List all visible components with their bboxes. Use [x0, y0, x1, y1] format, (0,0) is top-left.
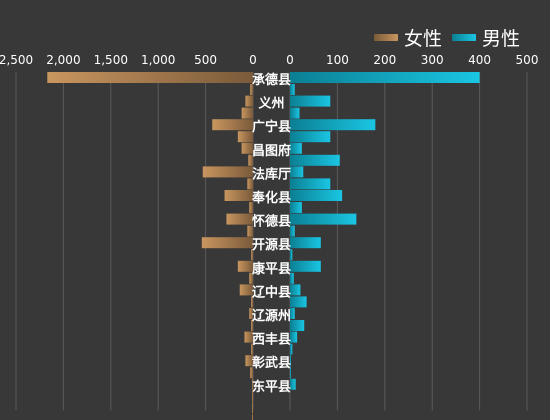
tick-label-right-2: 200 — [373, 53, 396, 67]
tick-label-left-0: 2,500 — [0, 53, 33, 67]
bar-female-0-0 — [47, 72, 254, 83]
bar-female-9-0 — [239, 284, 253, 296]
bar-female-12-0 — [245, 355, 253, 367]
bar-female-10-1 — [251, 320, 253, 331]
bar-female-2-1 — [237, 131, 253, 143]
tick-label-right-5: 500 — [516, 53, 539, 67]
bar-male-9-1 — [290, 296, 307, 308]
bar-female-2-0 — [212, 119, 253, 131]
bar-female-4-1 — [247, 178, 253, 190]
bar-male-8-1 — [290, 272, 294, 284]
bar-male-12-0 — [290, 355, 291, 367]
chart-legend: 女性 男性 — [373, 24, 520, 51]
bar-male-2-1 — [290, 131, 331, 143]
bar-male-6-0 — [290, 213, 357, 225]
bar-female-13-1 — [252, 390, 253, 402]
tick-label-left-3: 1,000 — [141, 53, 175, 67]
bar-female-7-0 — [201, 237, 253, 249]
bar-female-8-0 — [237, 260, 253, 272]
bar-female-14-1 — [252, 414, 253, 420]
bar-female-3-0 — [241, 142, 253, 154]
bar-male-11-1 — [290, 343, 293, 355]
bar-male-9-0 — [290, 284, 301, 296]
bar-female-6-0 — [226, 213, 253, 225]
bar-male-3-1 — [290, 154, 340, 166]
bar-female-14-0 — [252, 402, 253, 414]
category-label-11: 西丰县 — [252, 332, 291, 348]
bar-female-11-0 — [244, 331, 253, 343]
bar-female-5-1 — [249, 202, 253, 213]
category-label-3: 昌图府 — [252, 143, 291, 159]
legend-label-female: 女性 — [403, 28, 442, 50]
bar-male-7-1 — [290, 249, 293, 261]
bar-male-8-0 — [290, 260, 321, 272]
category-label-7: 开源县 — [252, 237, 291, 253]
tick-label-right-1: 100 — [326, 53, 349, 67]
bar-male-7-0 — [290, 237, 321, 249]
tick-label-left-4: 500 — [194, 53, 217, 67]
tick-label-right-0: 0 — [286, 53, 294, 67]
category-label-10: 辽源州 — [252, 308, 291, 324]
bar-female-13-0 — [252, 378, 253, 390]
bar-male-3-0 — [290, 142, 302, 154]
legend-swatch-female — [373, 34, 398, 41]
legend-swatch-male — [451, 34, 476, 41]
category-label-13: 东平县 — [252, 379, 291, 395]
category-label-8: 康平县 — [252, 261, 291, 277]
bar-male-11-0 — [290, 331, 298, 343]
bar-male-10-0 — [290, 308, 295, 319]
bar-female-1-0 — [245, 95, 253, 107]
tick-label-right-3: 300 — [421, 53, 444, 67]
bar-male-0-1 — [290, 84, 295, 95]
bar-male-2-0 — [290, 119, 376, 131]
bar-male-1-0 — [290, 95, 331, 107]
bar-female-11-1 — [251, 343, 253, 355]
tick-label-left-2: 1,500 — [94, 53, 128, 67]
bar-female-9-1 — [251, 296, 253, 308]
bar-female-5-0 — [224, 190, 253, 201]
bar-male-6-1 — [290, 225, 295, 237]
bar-female-4-0 — [202, 166, 253, 178]
bar-male-5-0 — [290, 190, 343, 201]
bar-female-10-0 — [249, 308, 253, 319]
category-label-12: 彰武县 — [252, 355, 291, 371]
category-label-2: 广宁县 — [252, 119, 291, 135]
bar-female-3-1 — [248, 154, 253, 166]
bar-female-12-1 — [250, 367, 253, 379]
bar-male-4-0 — [290, 166, 304, 178]
legend-label-male: 男性 — [481, 28, 520, 50]
tick-label-left-1: 2,000 — [46, 53, 80, 67]
category-label-5: 奉化县 — [251, 190, 291, 206]
bar-male-12-1 — [290, 367, 291, 379]
bar-female-1-1 — [241, 107, 253, 119]
legend-item-female[interactable]: 女性 — [373, 24, 442, 51]
bar-female-8-1 — [249, 272, 253, 284]
legend-item-male[interactable]: 男性 — [451, 24, 520, 51]
bar-male-10-1 — [290, 320, 305, 331]
bar-male-1-1 — [290, 107, 300, 119]
bar-female-7-1 — [251, 249, 253, 261]
bar-female-0-1 — [250, 84, 253, 95]
bar-male-0-0 — [290, 72, 480, 83]
category-label-6: 怀德县 — [252, 214, 291, 230]
category-label-9: 辽中县 — [252, 284, 291, 300]
tick-label-left-5: 0 — [249, 53, 257, 67]
bar-male-13-0 — [290, 378, 296, 390]
tick-label-right-4: 400 — [468, 53, 491, 67]
category-label-4: 法库厅 — [252, 166, 291, 182]
bar-male-4-1 — [290, 178, 331, 190]
bar-male-5-1 — [290, 202, 302, 213]
category-label-1: 义州 — [258, 96, 284, 112]
bar-female-6-1 — [247, 225, 253, 237]
category-label-0: 承德县 — [252, 72, 291, 88]
